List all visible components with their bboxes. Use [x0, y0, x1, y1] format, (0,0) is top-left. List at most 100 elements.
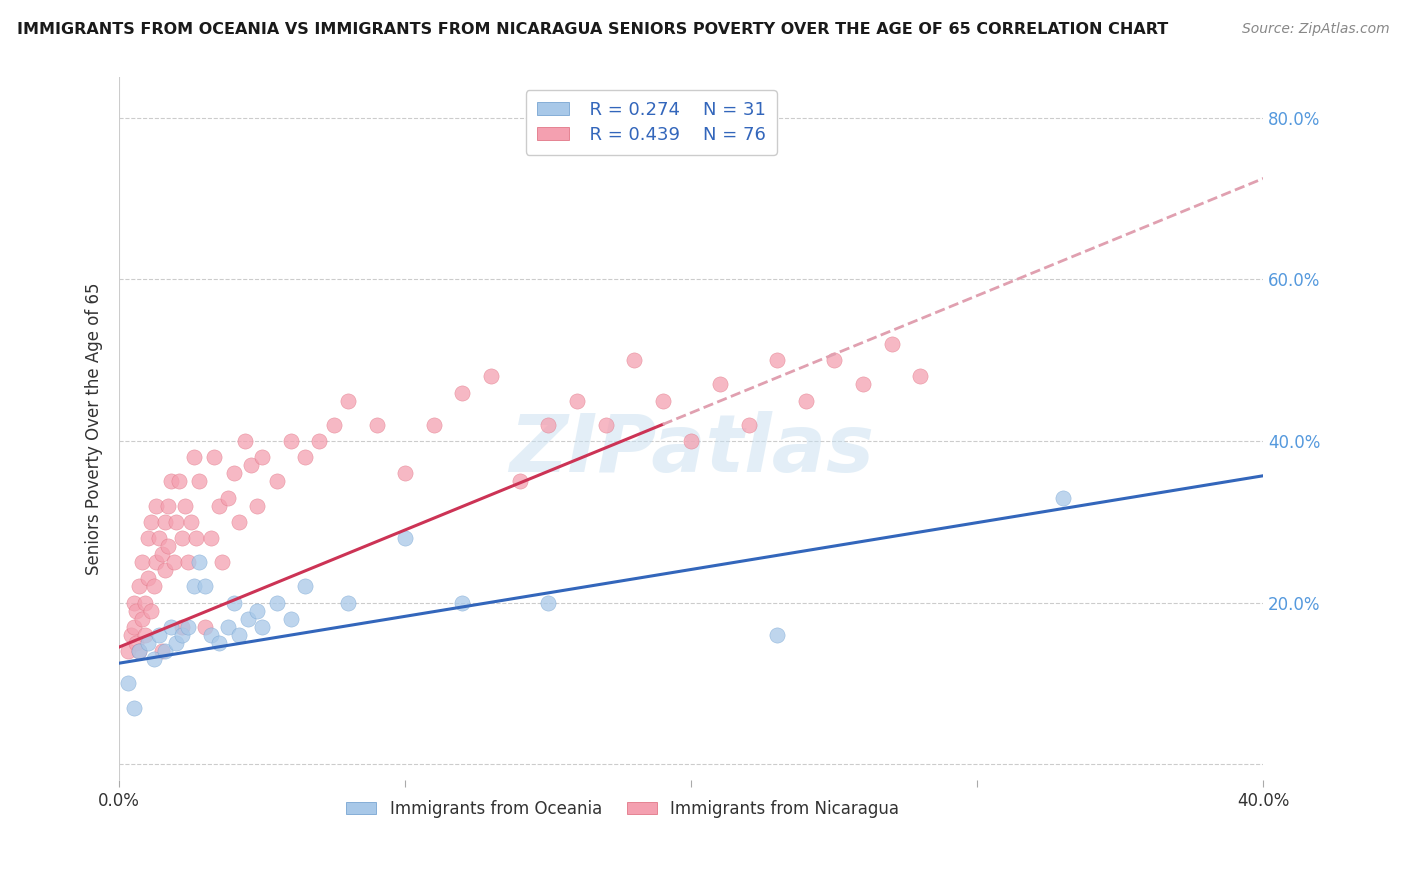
Point	[217, 620, 239, 634]
Text: Source: ZipAtlas.com: Source: ZipAtlas.com	[1241, 22, 1389, 37]
Point	[162, 555, 184, 569]
Point	[252, 450, 274, 464]
Point	[142, 579, 165, 593]
Point	[337, 393, 360, 408]
Point	[236, 612, 259, 626]
Text: ZIPatlas: ZIPatlas	[509, 411, 873, 489]
Point	[128, 644, 150, 658]
Point	[139, 515, 162, 529]
Point	[200, 628, 222, 642]
Point	[366, 417, 388, 432]
Point	[194, 579, 217, 593]
Point	[159, 475, 181, 489]
Point	[394, 467, 416, 481]
Point	[148, 628, 170, 642]
Point	[245, 604, 267, 618]
Point	[651, 393, 673, 408]
Y-axis label: Seniors Poverty Over the Age of 65: Seniors Poverty Over the Age of 65	[86, 283, 103, 575]
Point	[252, 620, 274, 634]
Point	[222, 467, 245, 481]
Point	[125, 636, 148, 650]
Point	[208, 499, 231, 513]
Point	[823, 353, 845, 368]
Point	[908, 369, 931, 384]
Point	[120, 628, 142, 642]
Point	[172, 620, 194, 634]
Point	[145, 499, 167, 513]
Point	[188, 555, 211, 569]
Point	[156, 499, 179, 513]
Point	[1052, 491, 1074, 505]
Point	[131, 612, 153, 626]
Point	[423, 417, 446, 432]
Point	[134, 596, 156, 610]
Point	[394, 531, 416, 545]
Point	[128, 579, 150, 593]
Point	[125, 604, 148, 618]
Point	[150, 644, 173, 658]
Point	[166, 515, 188, 529]
Point	[233, 434, 256, 448]
Point	[177, 620, 200, 634]
Point	[136, 636, 159, 650]
Point	[122, 596, 145, 610]
Point	[222, 596, 245, 610]
Point	[172, 531, 194, 545]
Point	[880, 337, 903, 351]
Text: IMMIGRANTS FROM OCEANIA VS IMMIGRANTS FROM NICARAGUA SENIORS POVERTY OVER THE AG: IMMIGRANTS FROM OCEANIA VS IMMIGRANTS FR…	[17, 22, 1168, 37]
Point	[194, 620, 217, 634]
Point	[134, 628, 156, 642]
Point	[228, 515, 250, 529]
Point	[131, 555, 153, 569]
Point	[186, 531, 208, 545]
Point	[166, 636, 188, 650]
Point	[142, 652, 165, 666]
Point	[537, 596, 560, 610]
Point	[145, 555, 167, 569]
Point	[217, 491, 239, 505]
Point	[294, 450, 316, 464]
Point	[200, 531, 222, 545]
Point	[239, 458, 262, 473]
Point	[177, 555, 200, 569]
Point	[122, 620, 145, 634]
Point	[595, 417, 617, 432]
Point	[159, 620, 181, 634]
Point	[766, 353, 789, 368]
Point	[266, 596, 288, 610]
Point	[183, 450, 205, 464]
Point	[172, 628, 194, 642]
Point	[737, 417, 759, 432]
Point	[308, 434, 330, 448]
Point	[122, 700, 145, 714]
Point	[174, 499, 197, 513]
Point	[153, 515, 176, 529]
Point	[681, 434, 703, 448]
Point	[228, 628, 250, 642]
Point	[451, 596, 474, 610]
Point	[208, 636, 231, 650]
Point	[479, 369, 502, 384]
Point	[245, 499, 267, 513]
Point	[117, 644, 139, 658]
Point	[169, 475, 191, 489]
Point	[852, 377, 875, 392]
Point	[136, 571, 159, 585]
Point	[202, 450, 225, 464]
Point	[156, 539, 179, 553]
Point	[180, 515, 202, 529]
Point	[117, 676, 139, 690]
Point	[211, 555, 233, 569]
Point	[565, 393, 588, 408]
Point	[150, 547, 173, 561]
Point	[766, 628, 789, 642]
Point	[153, 644, 176, 658]
Point	[509, 475, 531, 489]
Point	[153, 563, 176, 577]
Point	[280, 434, 302, 448]
Point	[537, 417, 560, 432]
Point	[322, 417, 344, 432]
Legend: Immigrants from Oceania, Immigrants from Nicaragua: Immigrants from Oceania, Immigrants from…	[339, 793, 905, 825]
Point	[148, 531, 170, 545]
Point	[139, 604, 162, 618]
